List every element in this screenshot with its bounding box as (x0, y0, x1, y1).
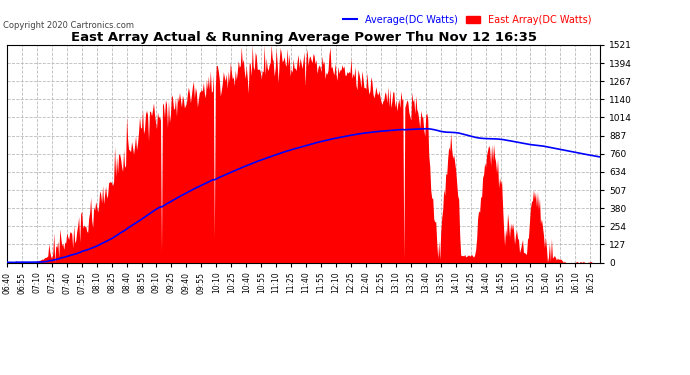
Title: East Array Actual & Running Average Power Thu Nov 12 16:35: East Array Actual & Running Average Powe… (70, 31, 537, 44)
Legend: Average(DC Watts), East Array(DC Watts): Average(DC Watts), East Array(DC Watts) (339, 11, 595, 28)
Text: Copyright 2020 Cartronics.com: Copyright 2020 Cartronics.com (3, 21, 135, 30)
